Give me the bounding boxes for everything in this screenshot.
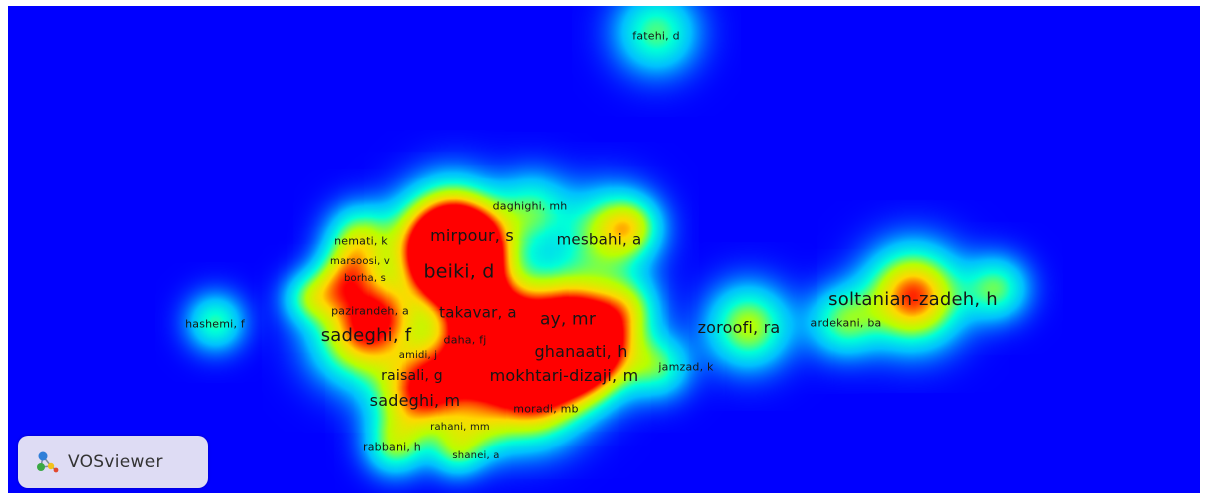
author-label-rabbani[interactable]: rabbani, h xyxy=(363,440,421,454)
author-label-marsoosi[interactable]: marsoosi, v xyxy=(330,256,390,267)
vosviewer-badge[interactable]: VOSviewer xyxy=(18,436,208,488)
author-label-sadeghi-f[interactable]: sadeghi, f xyxy=(320,325,412,346)
author-label-ardekani[interactable]: ardekani, ba xyxy=(810,316,882,330)
author-label-rahani[interactable]: rahani, mm xyxy=(430,422,490,433)
author-label-nemati[interactable]: nemati, k xyxy=(334,234,388,248)
author-label-zoroofi[interactable]: zoroofi, ra xyxy=(697,318,781,337)
author-label-daha[interactable]: daha, fj xyxy=(443,333,487,347)
author-label-ay[interactable]: ay, mr xyxy=(539,309,597,330)
author-labels: fatehi, d daghighi, mh nemati, k mirpour… xyxy=(8,6,1200,493)
author-label-ghanaati[interactable]: ghanaati, h xyxy=(534,342,628,361)
author-label-raisali[interactable]: raisali, g xyxy=(381,368,443,384)
author-label-shanei[interactable]: shanei, a xyxy=(452,450,500,461)
author-label-hashemi[interactable]: hashemi, f xyxy=(185,317,245,331)
author-label-borha[interactable]: borha, s xyxy=(343,273,387,284)
author-label-soltanian[interactable]: soltanian-zadeh, h xyxy=(828,289,998,310)
author-label-amidi[interactable]: amidi, j xyxy=(398,350,438,361)
author-label-mesbahi[interactable]: mesbahi, a xyxy=(556,230,642,249)
vosviewer-logo-icon xyxy=(37,451,59,473)
author-label-mirpour[interactable]: mirpour, s xyxy=(430,226,514,245)
author-label-fatehi[interactable]: fatehi, d xyxy=(632,29,680,43)
density-heatmap[interactable] xyxy=(8,6,1200,493)
author-label-moradi[interactable]: moradi, mb xyxy=(513,402,579,416)
density-visualization[interactable]: fatehi, d daghighi, mh nemati, k mirpour… xyxy=(8,6,1200,493)
author-label-mokhtari[interactable]: mokhtari-dizaji, m xyxy=(489,366,639,385)
author-label-jamzad[interactable]: jamzad, k xyxy=(658,360,714,374)
author-label-pazirandeh[interactable]: pazirandeh, a xyxy=(331,304,409,318)
author-label-beiki[interactable]: beiki, d xyxy=(423,260,495,283)
author-label-takavar[interactable]: takavar, a xyxy=(439,303,517,322)
author-label-sadeghi-m[interactable]: sadeghi, m xyxy=(369,391,461,410)
brand-name: VOSviewer xyxy=(68,452,163,472)
author-label-daghighi[interactable]: daghighi, mh xyxy=(492,199,568,213)
